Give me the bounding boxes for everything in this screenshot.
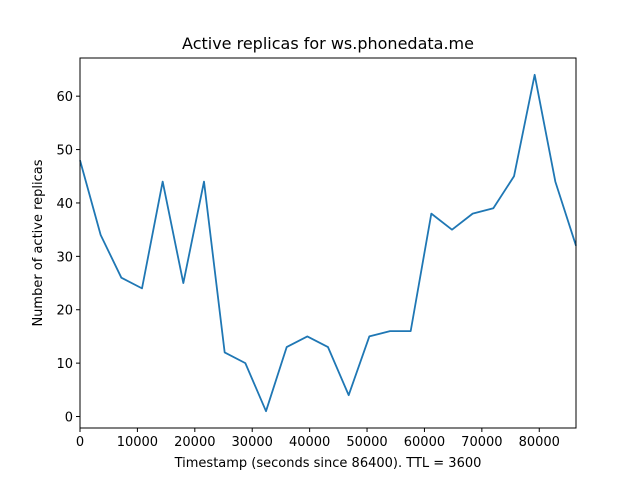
- x-axis-label: Timestamp (seconds since 86400). TTL = 3…: [174, 456, 482, 471]
- y-tick-label: 20: [56, 304, 73, 319]
- x-tick-label: 40000: [289, 435, 330, 450]
- y-tick-label: 50: [56, 144, 73, 159]
- plot-frame: [79, 57, 577, 429]
- x-tick-label: 60000: [404, 435, 445, 450]
- y-tick-label: 40: [56, 197, 73, 212]
- plot-area: [80, 58, 576, 428]
- y-tick-label: 0: [65, 411, 73, 426]
- y-axis-label: Number of active replicas: [31, 159, 46, 326]
- y-axis-ticks: 0 10 20 30 40 50 60: [56, 90, 80, 426]
- chart-title: Active replicas for ws.phonedata.me: [182, 34, 474, 53]
- x-tick-label: 30000: [232, 435, 273, 450]
- series-line: [79, 73, 577, 413]
- y-tick-label: 10: [56, 357, 73, 372]
- x-tick-label: 70000: [461, 435, 502, 450]
- x-tick-label: 0: [76, 435, 84, 450]
- x-tick-label: 20000: [174, 435, 215, 450]
- x-tick-label: 50000: [346, 435, 387, 450]
- x-axis-ticks: 0 10000 20000 30000 40000 50000 60000 70000 8000…: [76, 428, 560, 450]
- y-tick-label: 60: [56, 90, 73, 105]
- x-tick-label: 80000: [519, 435, 560, 450]
- x-tick-label: 10000: [117, 435, 158, 450]
- y-tick-label: 30: [56, 250, 73, 265]
